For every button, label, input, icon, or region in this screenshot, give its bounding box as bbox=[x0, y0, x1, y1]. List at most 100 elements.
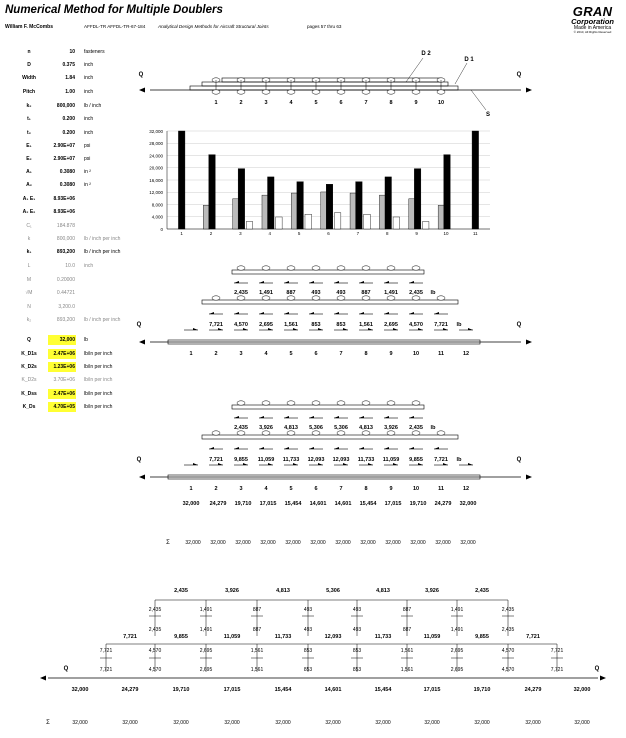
diag3-skin-load: 14,601 bbox=[310, 501, 327, 507]
param-label: Width bbox=[22, 75, 36, 81]
diag2-d2-load: 887 bbox=[286, 290, 295, 296]
diag2-station: 12 bbox=[463, 351, 469, 357]
bar bbox=[246, 221, 253, 230]
diag2-d1-load-arrow-head bbox=[234, 312, 239, 314]
fbd-d1-fast-a: 1,561 bbox=[251, 648, 264, 654]
diag3-d1-load-arrow-head bbox=[384, 447, 389, 449]
diag3-skin-load-arrow-head bbox=[443, 463, 448, 465]
diag3-skin-load-arrow-head bbox=[368, 463, 373, 465]
fbd-d1-fast-b: 2,695 bbox=[200, 667, 213, 673]
diag2-station: 9 bbox=[389, 351, 392, 357]
fbd-top-load: 2,435 bbox=[475, 588, 489, 594]
diag2-d2-load: 493 bbox=[336, 290, 345, 296]
diag2-d2-load: 1,491 bbox=[259, 290, 273, 296]
param-unit: lb / inch per inch bbox=[84, 236, 121, 242]
diag3-d1-load: 7,721 bbox=[209, 457, 223, 463]
diag3-d1-load-arrow-head bbox=[359, 447, 364, 449]
diag3-skin-load: 32,000 bbox=[460, 501, 477, 507]
diag2-station: 6 bbox=[314, 351, 317, 357]
param-label: C₁ bbox=[26, 223, 32, 229]
logo-rights: © 2010, All Rights Reserved bbox=[573, 29, 612, 34]
diag2-d1-load: 2,695 bbox=[259, 322, 273, 328]
fbd-d1-fast-b: 853 bbox=[353, 667, 362, 673]
param-label: E₁ bbox=[26, 143, 32, 149]
diag2-skin-load-arrow-head bbox=[418, 328, 423, 330]
fastener-number: 4 bbox=[289, 100, 293, 106]
param-unit: inch bbox=[84, 89, 94, 95]
fbd-skin-load: 15,454 bbox=[275, 687, 293, 693]
sigma-value: 32,000 bbox=[224, 720, 240, 726]
diag2-d1-load-arrow-head bbox=[434, 312, 439, 314]
diag2-station: 5 bbox=[289, 351, 292, 357]
param-label: t₂ bbox=[27, 130, 31, 136]
bar bbox=[326, 184, 333, 230]
fbd-d1-fast-b: 1,561 bbox=[251, 667, 264, 673]
x-tick-label: 2 bbox=[210, 231, 213, 236]
diag2-station: 8 bbox=[364, 351, 367, 357]
diag3-station: 10 bbox=[413, 486, 419, 492]
diag2-d1-load: 4,570 bbox=[409, 322, 423, 328]
fbd-skin-load: 24,279 bbox=[122, 687, 139, 693]
fastener-number: 6 bbox=[339, 100, 342, 106]
diag3-d1-rivet bbox=[311, 430, 321, 436]
diag3-d2-load-arrow-head bbox=[384, 416, 389, 418]
sigma-value: 32,000 bbox=[275, 720, 291, 726]
diag3-d1-load-arrow-head bbox=[234, 447, 239, 449]
diag3-skin-load: 32,000 bbox=[183, 501, 200, 507]
diag2-d2-rivet bbox=[411, 265, 421, 271]
param-value: 0.3080 bbox=[59, 182, 75, 188]
sigma-value: 32,000 bbox=[325, 720, 341, 726]
bar bbox=[363, 214, 371, 230]
diag3-d2-load: 4,813 bbox=[359, 425, 373, 431]
param-value: 0.200 bbox=[62, 116, 75, 122]
diag2-d1-rivet bbox=[411, 295, 421, 301]
x-tick-label: 4 bbox=[269, 231, 272, 236]
diag2-d2-rivet bbox=[286, 265, 296, 271]
y-tick-label: 32,000 bbox=[149, 129, 163, 134]
diag2-d2-load-arrow-head bbox=[234, 281, 239, 283]
param-value: 0.375 bbox=[62, 62, 75, 68]
param-label: k₂ bbox=[26, 103, 32, 109]
param-label: K_D2s bbox=[21, 377, 37, 383]
diag3-skin-load-arrow-head bbox=[218, 463, 223, 465]
fbd-d1-fast-b: 2,695 bbox=[451, 667, 464, 673]
diag2-d2-rivet bbox=[336, 265, 346, 271]
sigma-value: 32,000 bbox=[574, 720, 590, 726]
diag3-d2-load: 3,926 bbox=[259, 425, 273, 431]
param-label: K_D2s bbox=[21, 364, 37, 370]
label-d1: D 1 bbox=[464, 57, 474, 63]
diag3-skin-load: 14,601 bbox=[335, 501, 352, 507]
load-arrow-right bbox=[526, 87, 532, 93]
diag2-station: 3 bbox=[239, 351, 242, 357]
diag3-d1-rivet bbox=[386, 430, 396, 436]
diag3-station: 5 bbox=[289, 486, 292, 492]
fbd-d1-fast-a: 7,721 bbox=[551, 648, 564, 654]
diag2-d2-plate bbox=[231, 269, 425, 275]
diag3-d2-load: 5,306 bbox=[334, 425, 348, 431]
diag3-d2-rivet bbox=[261, 400, 271, 406]
param-value: 8.93E+06 bbox=[53, 209, 75, 215]
fbd-d2-fast-a: 493 bbox=[304, 607, 313, 613]
fastener-number: 9 bbox=[414, 100, 417, 106]
diag2-skin-load-arrow-head bbox=[393, 328, 398, 330]
diag3-d1-load: 7,721 bbox=[434, 457, 448, 463]
diag2-d2-rivet bbox=[236, 265, 246, 271]
diag2-skin-load-arrow-head bbox=[368, 328, 373, 330]
fbd-top-load: 2,435 bbox=[174, 588, 188, 594]
diag3-d1-load-arrow-head bbox=[309, 447, 314, 449]
bar bbox=[208, 154, 216, 230]
diag3-d1-rivet bbox=[261, 430, 271, 436]
leader-d1 bbox=[454, 62, 468, 85]
sigma-value: 32,000 bbox=[474, 720, 490, 726]
fbd-d2-fast-a: 493 bbox=[353, 607, 362, 613]
diag2-station: 11 bbox=[438, 351, 444, 357]
company-logo: GRAN Corporation Made in America © 2010,… bbox=[571, 5, 614, 34]
fbd-mid-load: 9,855 bbox=[174, 634, 188, 640]
diag2-d1-load-arrow-head bbox=[259, 312, 264, 314]
param-unit: inch bbox=[84, 75, 94, 81]
diag2-d2-load: 887 bbox=[361, 290, 370, 296]
x-tick-label: 8 bbox=[386, 231, 389, 236]
diag2-d2-rivet bbox=[261, 265, 271, 271]
fbd-d1-fast-a: 2,695 bbox=[200, 648, 213, 654]
diag2-station: 10 bbox=[413, 351, 419, 357]
